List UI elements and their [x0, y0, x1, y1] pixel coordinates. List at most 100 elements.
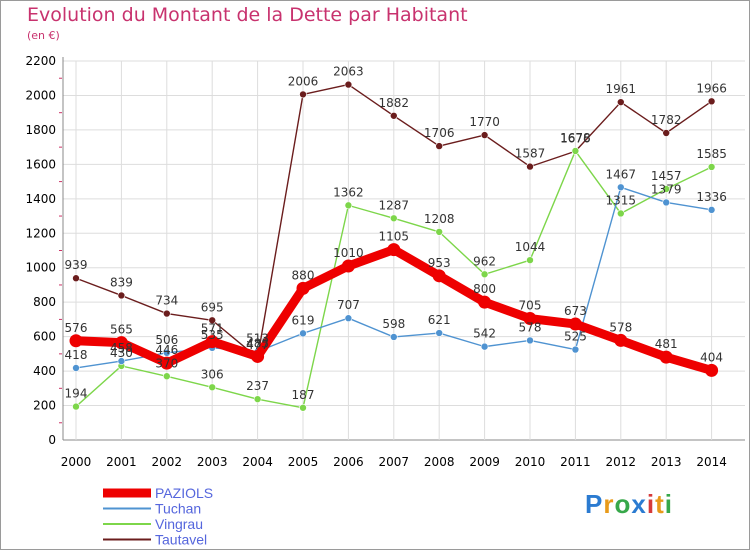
x-tick-label: 2009: [469, 455, 500, 469]
data-label: 571: [201, 322, 224, 336]
data-point-tautavel: [435, 142, 444, 150]
x-tick-label: 2000: [61, 455, 92, 469]
data-point-tautavel: [163, 309, 171, 318]
data-label: 506: [155, 333, 178, 347]
data-label: 1336: [696, 190, 727, 204]
y-tick-label: 1400: [25, 192, 56, 206]
data-label: 673: [564, 304, 587, 318]
y-tick-label: 600: [33, 330, 56, 344]
data-label: 578: [519, 320, 542, 334]
data-label: 565: [110, 323, 133, 337]
data-point-vingrau: [253, 395, 262, 403]
data-label: 477: [246, 338, 269, 352]
y-tick-label: 1800: [25, 123, 56, 137]
logo-letter: o: [614, 489, 632, 519]
data-point-tuchan: [344, 314, 353, 323]
data-label: 430: [110, 346, 133, 360]
data-label: 1585: [696, 147, 727, 161]
data-point-paziols: [614, 333, 628, 347]
data-label: 939: [65, 258, 88, 272]
proxiti-logo: Proxiti: [585, 489, 673, 520]
logo-letter: i: [664, 489, 673, 519]
data-point-vingrau: [299, 403, 307, 412]
logo-letter: x: [631, 489, 647, 519]
data-label: 485: [246, 336, 269, 350]
y-tick-label: 1200: [25, 226, 56, 240]
data-point-paziols: [114, 336, 128, 350]
data-point-vingrau: [163, 372, 171, 381]
data-point-tuchan: [435, 329, 444, 337]
data-label: 1706: [424, 126, 455, 140]
x-tick-label: 2007: [379, 455, 410, 469]
data-point-tautavel: [72, 274, 80, 283]
data-label: 1587: [515, 147, 546, 161]
data-point-vingrau: [571, 147, 580, 155]
logo-letter: P: [585, 489, 604, 519]
x-tick-label: 2005: [288, 455, 319, 469]
chart-title: Evolution du Montant de la Dette par Hab…: [27, 4, 468, 26]
data-label: 535: [201, 328, 224, 342]
data-point-paziols: [478, 295, 492, 309]
data-point-vingrau: [480, 270, 489, 279]
data-label: 458: [110, 341, 133, 355]
data-label: 1287: [379, 198, 410, 212]
data-label: 1882: [379, 96, 410, 110]
data-label: 962: [473, 254, 496, 268]
data-label: 1362: [333, 185, 364, 199]
y-tick-label: 2000: [25, 88, 56, 102]
data-point-vingrau: [344, 201, 353, 210]
data-label: 1457: [651, 169, 682, 183]
data-label: 576: [65, 321, 88, 335]
y-tick-label: 2200: [25, 54, 56, 68]
data-point-vingrau: [662, 185, 671, 193]
data-label: 1770: [469, 115, 500, 129]
data-label: 598: [382, 317, 405, 331]
data-label: 2006: [288, 74, 319, 88]
y-tick-label: 1600: [25, 157, 56, 171]
data-point-vingrau: [616, 209, 625, 218]
data-label: 481: [655, 337, 678, 351]
y-tick-label: 200: [33, 399, 56, 413]
data-point-tautavel: [526, 162, 534, 171]
data-point-paziols: [69, 334, 83, 348]
data-point-tuchan: [616, 183, 625, 192]
x-tick-label: 2012: [606, 455, 637, 469]
data-label: 187: [292, 388, 315, 402]
data-label: 513: [246, 332, 269, 346]
data-label: 734: [155, 294, 178, 308]
data-point-tautavel: [480, 131, 489, 139]
data-point-paziols: [432, 269, 446, 283]
x-tick-label: 2010: [515, 455, 546, 469]
data-point-paziols: [341, 259, 355, 273]
data-point-tuchan: [707, 206, 716, 214]
data-label: 1782: [651, 113, 682, 127]
data-point-tautavel: [707, 97, 716, 106]
legend-label: Tautavel: [155, 532, 207, 548]
data-point-tautavel: [117, 291, 126, 300]
data-point-vingrau: [707, 163, 716, 171]
data-label: 1044: [515, 240, 546, 254]
data-label: 1467: [606, 167, 637, 181]
data-label: 1676: [560, 131, 591, 145]
data-label: 1315: [606, 193, 637, 207]
data-point-tuchan: [117, 357, 126, 365]
data-point-paziols: [523, 312, 537, 326]
data-label: 953: [428, 256, 451, 270]
data-label: 621: [428, 313, 451, 327]
data-point-tautavel: [208, 316, 216, 325]
data-point-paziols: [205, 335, 219, 349]
data-point-tuchan: [299, 329, 307, 338]
data-label: 880: [292, 268, 315, 282]
x-tick-label: 2001: [106, 455, 137, 469]
x-tick-label: 2014: [696, 455, 727, 469]
data-label: 370: [155, 356, 178, 370]
data-point-tuchan: [389, 333, 398, 341]
data-label: 542: [473, 327, 496, 341]
legend-label: Vingrau: [155, 516, 203, 532]
data-point-tuchan: [72, 364, 80, 372]
logo-letter: t: [655, 489, 665, 519]
data-label: 1678: [560, 131, 591, 145]
data-point-vingrau: [208, 383, 216, 392]
